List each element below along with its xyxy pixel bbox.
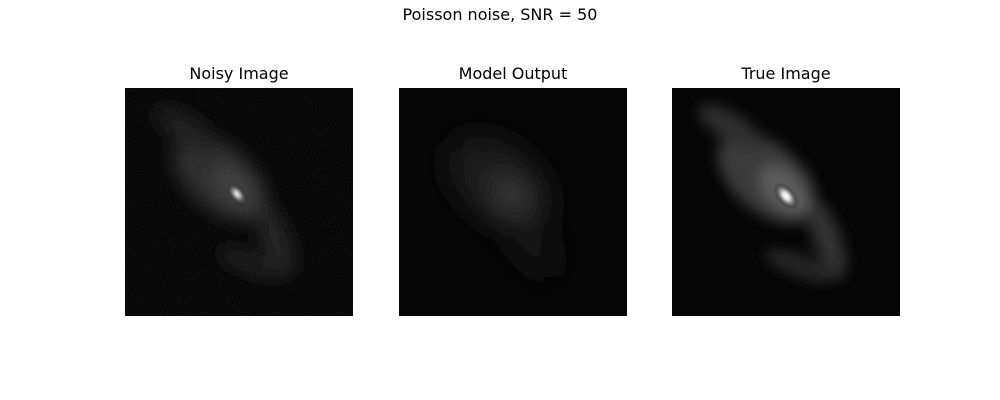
model-output-image bbox=[399, 88, 627, 316]
panel-title-model: Model Output bbox=[399, 64, 627, 83]
figure-title: Poisson noise, SNR = 50 bbox=[0, 5, 1000, 24]
panel-title-noisy: Noisy Image bbox=[125, 64, 353, 83]
panel-title-true: True Image bbox=[672, 64, 900, 83]
model-output-panel bbox=[399, 88, 627, 316]
noisy-image-panel bbox=[125, 88, 353, 316]
true-image-panel bbox=[672, 88, 900, 316]
noisy-galaxy-image bbox=[125, 88, 353, 316]
true-galaxy-image bbox=[672, 88, 900, 316]
